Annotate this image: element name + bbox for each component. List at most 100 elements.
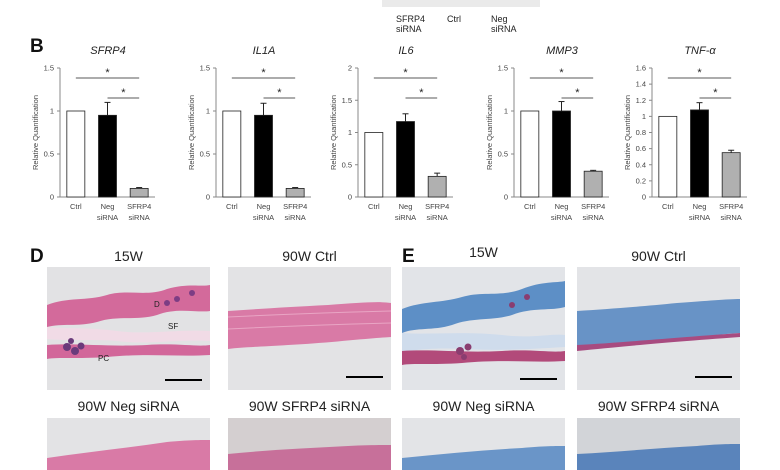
y-axis-label: Relative Quantification — [485, 95, 494, 170]
significance-star: * — [713, 87, 718, 99]
bar-1 — [520, 110, 540, 198]
y-tick-label: 0.5 — [44, 150, 54, 159]
bar-1 — [222, 110, 242, 198]
micro-title-d-90w-sfrp4: 90W SFRP4 siRNA — [248, 398, 371, 414]
cropped-blot-edge — [382, 0, 540, 7]
micro-title-e-90w-neg: 90W Neg siRNA — [432, 398, 535, 414]
bar-chart-2: IL1A 0 0.5 1 1.5 Relative Quantification Ctrl N… — [187, 45, 311, 222]
category-label: Ctrl — [226, 202, 238, 211]
y-tick-label: 0 — [504, 193, 508, 202]
annotation-sf: SF — [168, 322, 179, 331]
category-label: siRNA — [689, 213, 710, 222]
micro-title-e-90w-ctrl: 90W Ctrl — [631, 248, 686, 264]
significance-star: * — [261, 67, 266, 79]
significance-star: * — [697, 67, 702, 79]
significance-star: * — [559, 67, 564, 79]
bar-3 — [427, 175, 447, 198]
micro-title-e-90w-sfrp4: 90W SFRP4 siRNA — [597, 398, 720, 414]
category-label: siRNA — [285, 213, 306, 222]
y-tick-label: 0.4 — [636, 160, 646, 169]
panel-label-b: B — [30, 36, 44, 57]
significance-star: * — [419, 87, 424, 99]
bar-1 — [658, 115, 678, 198]
category-label: siRNA — [253, 213, 274, 222]
category-label: Ctrl — [368, 202, 380, 211]
bar-chart-1: SFRP4 0 0.5 1 1.5 Relative Quantification Ctrl… — [31, 45, 155, 222]
micro-title-d-90w-ctrl: 90W Ctrl — [282, 248, 337, 264]
category-label: SFRP4 — [425, 202, 449, 211]
category-label: siRNA — [129, 213, 150, 222]
y-tick-label: 0.2 — [636, 176, 646, 185]
y-tick-label: 0.5 — [342, 160, 352, 169]
y-tick-label: 1 — [504, 107, 508, 116]
y-tick-label: 1.2 — [636, 96, 646, 105]
bar-3 — [721, 152, 741, 198]
header-label-line: SFRP4 — [396, 14, 426, 24]
bar-chart-5: TNF-α 0 0.2 0.4 0.6 0.8 1 1.2 1.4 1.6 Relative Qua… — [623, 45, 747, 222]
y-axis-label: Relative Quantification — [31, 95, 40, 170]
chart-title: MMP3 — [546, 45, 579, 57]
bar-2 — [98, 114, 117, 198]
y-tick-label: 1 — [642, 112, 646, 121]
y-tick-label: 1.5 — [342, 96, 352, 105]
micrograph-d-90w-ctrl — [228, 267, 391, 390]
category-label: siRNA — [427, 213, 448, 222]
y-tick-label: 0 — [642, 193, 646, 202]
annotation-pc: PC — [98, 354, 110, 363]
micrograph-e-90w-sfrp4 — [577, 418, 740, 470]
y-tick-label: 0 — [348, 193, 352, 202]
category-label: Neg — [693, 202, 707, 211]
y-tick-label: 1.5 — [200, 64, 210, 73]
category-label: SFRP4 — [581, 202, 605, 211]
significance-star: * — [277, 87, 282, 99]
panel-label-d: D — [30, 246, 44, 267]
category-label: SFRP4 — [127, 202, 151, 211]
significance-star: * — [575, 87, 580, 99]
header-label-line: siRNA — [491, 24, 517, 34]
y-tick-label: 1.4 — [636, 80, 646, 89]
y-tick-label: 1.5 — [44, 64, 54, 73]
category-label: siRNA — [583, 213, 604, 222]
bar-chart-4: MMP3 0 0.5 1 1.5 Relative Quantification Ctrl N… — [485, 45, 609, 222]
micrograph-e-15w — [402, 267, 565, 390]
category-label: Ctrl — [662, 202, 674, 211]
category-label: Neg — [555, 202, 569, 211]
y-tick-label: 0.6 — [636, 144, 646, 153]
y-tick-label: 1.5 — [498, 64, 508, 73]
header-label-sfrp4: SFRP4 siRNA — [396, 14, 425, 34]
chart-title: IL6 — [398, 45, 414, 57]
category-label: Ctrl — [70, 202, 82, 211]
chart-title: SFRP4 — [90, 45, 125, 57]
annotation-d: D — [154, 300, 160, 309]
bar-2 — [254, 114, 273, 198]
micrograph-d-15w — [47, 267, 210, 390]
y-tick-label: 2 — [348, 64, 352, 73]
micro-title-d-15w: 15W — [114, 248, 143, 264]
y-tick-label: 0.5 — [498, 150, 508, 159]
category-label: Neg — [257, 202, 271, 211]
category-label: siRNA — [395, 213, 416, 222]
y-tick-label: 0.8 — [636, 128, 646, 137]
micro-title-d-90w-neg: 90W Neg siRNA — [77, 398, 180, 414]
y-tick-label: 1 — [50, 107, 54, 116]
y-axis-label: Relative Quantification — [187, 95, 196, 170]
y-tick-label: 1 — [206, 107, 210, 116]
category-label: Ctrl — [524, 202, 536, 211]
header-label-line: Ctrl — [447, 14, 461, 24]
category-label: Neg — [399, 202, 413, 211]
bar-2 — [690, 109, 709, 198]
header-label-ctrl: Ctrl — [447, 14, 461, 24]
significance-star: * — [105, 67, 110, 79]
micrograph-e-90w-ctrl — [577, 267, 740, 390]
micrograph-e-90w-neg — [402, 418, 565, 470]
y-axis-label: Relative Quantification — [623, 95, 632, 170]
y-axis-label: Relative Quantification — [329, 95, 338, 170]
bar-chart-3: IL6 0 0.5 1 1.5 2 Relative Quantification Ctrl N… — [329, 45, 453, 222]
y-tick-label: 0 — [50, 193, 54, 202]
category-label: siRNA — [97, 213, 118, 222]
header-label-line: siRNA — [396, 24, 422, 34]
category-label: siRNA — [551, 213, 572, 222]
bar-1 — [364, 132, 384, 198]
header-label-line: Neg — [491, 14, 508, 24]
chart-title: IL1A — [253, 45, 276, 57]
